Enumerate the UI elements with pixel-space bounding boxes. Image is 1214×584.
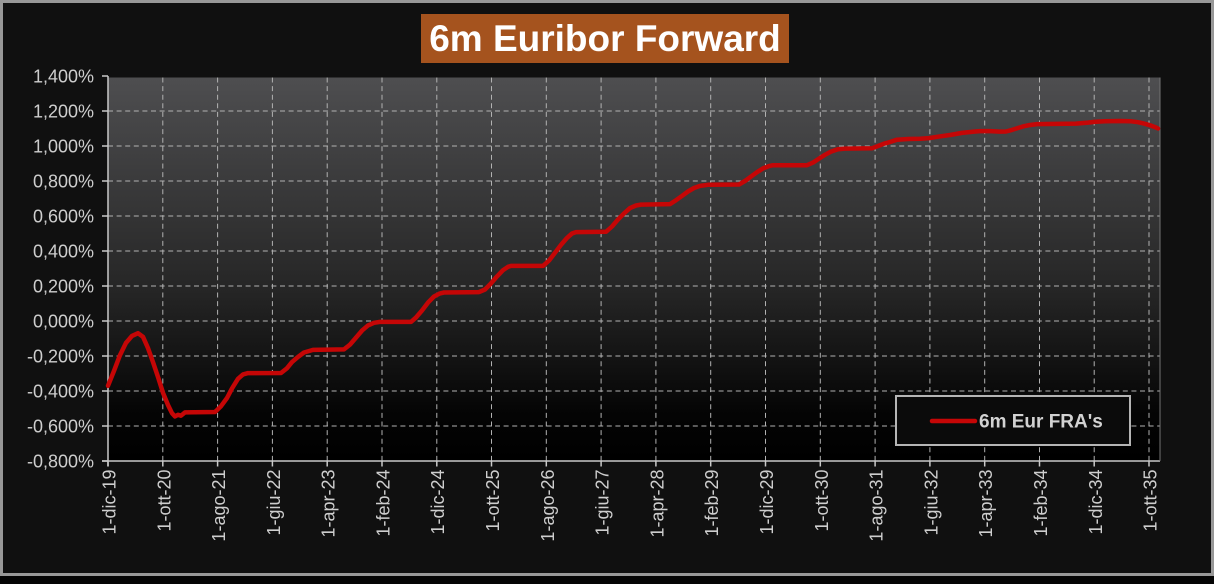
svg-text:0,400%: 0,400%: [33, 241, 94, 261]
svg-text:1,000%: 1,000%: [33, 136, 94, 156]
svg-text:1,200%: 1,200%: [33, 101, 94, 121]
svg-text:1-giu-22: 1-giu-22: [264, 470, 284, 536]
svg-text:1-feb-24: 1-feb-24: [374, 470, 394, 537]
svg-text:1-apr-23: 1-apr-23: [319, 470, 339, 538]
svg-text:1-dic-34: 1-dic-34: [1086, 470, 1106, 535]
svg-text:0,200%: 0,200%: [33, 276, 94, 296]
svg-text:6m Euribor Forward: 6m Euribor Forward: [429, 18, 781, 59]
svg-text:0,000%: 0,000%: [33, 311, 94, 331]
svg-text:1-feb-34: 1-feb-34: [1031, 470, 1051, 537]
svg-text:-0,400%: -0,400%: [27, 381, 94, 401]
svg-text:1-ott-30: 1-ott-30: [812, 470, 832, 532]
svg-text:-0,600%: -0,600%: [27, 416, 94, 436]
svg-text:1-ago-31: 1-ago-31: [867, 470, 887, 542]
svg-text:1,400%: 1,400%: [33, 66, 94, 86]
svg-text:1-giu-27: 1-giu-27: [593, 470, 613, 536]
svg-text:0,600%: 0,600%: [33, 206, 94, 226]
svg-text:0,800%: 0,800%: [33, 171, 94, 191]
svg-text:1-dic-24: 1-dic-24: [428, 470, 448, 535]
svg-text:-0,800%: -0,800%: [27, 451, 94, 471]
svg-text:1-ott-35: 1-ott-35: [1141, 470, 1161, 532]
svg-text:1-feb-29: 1-feb-29: [702, 470, 722, 537]
svg-text:1-apr-33: 1-apr-33: [976, 470, 996, 538]
svg-text:1-ott-25: 1-ott-25: [483, 470, 503, 532]
svg-text:1-ago-26: 1-ago-26: [538, 470, 558, 542]
svg-text:-0,200%: -0,200%: [27, 346, 94, 366]
svg-text:1-apr-28: 1-apr-28: [647, 470, 667, 538]
svg-text:1-dic-29: 1-dic-29: [757, 470, 777, 535]
svg-text:1-ott-20: 1-ott-20: [154, 470, 174, 532]
svg-text:1-dic-19: 1-dic-19: [100, 470, 120, 535]
svg-text:1-giu-32: 1-giu-32: [921, 470, 941, 536]
svg-text:1-ago-21: 1-ago-21: [209, 470, 229, 542]
svg-text:6m Eur FRA's: 6m Eur FRA's: [979, 412, 1103, 433]
